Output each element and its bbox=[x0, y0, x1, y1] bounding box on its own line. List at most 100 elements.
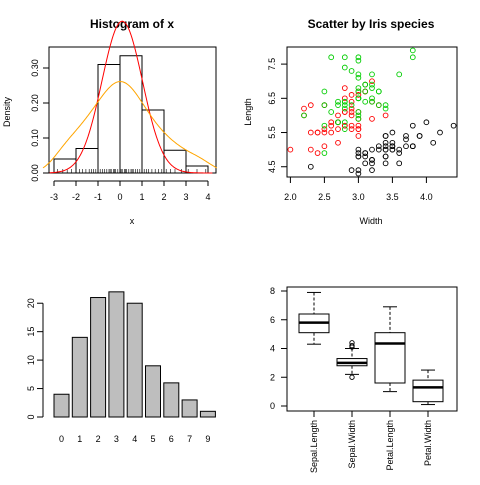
scatter-point bbox=[382, 146, 389, 153]
barplot-x-tick-label: 9 bbox=[205, 434, 210, 444]
scatter-point bbox=[355, 109, 362, 115]
boxplot-y-tick-label: 0 bbox=[270, 401, 275, 411]
scatter-point bbox=[355, 133, 362, 139]
scatter-point bbox=[355, 74, 362, 81]
scatter-point bbox=[314, 150, 321, 156]
scatter-point bbox=[369, 95, 375, 102]
scatter-point bbox=[375, 102, 382, 109]
scatter-y-tick-label: 7.5 bbox=[267, 58, 277, 71]
scatter-point bbox=[382, 143, 389, 150]
barplot-y-tick-label: 5 bbox=[26, 386, 36, 391]
scatter-point bbox=[369, 81, 375, 88]
barplot-bar bbox=[108, 291, 125, 418]
scatter-point bbox=[396, 71, 403, 78]
boxplot-y-tick-label: 6 bbox=[270, 315, 275, 325]
scatter-point bbox=[328, 129, 335, 136]
barplot-y-tick-label: 20 bbox=[26, 298, 36, 308]
scatter-point bbox=[369, 167, 375, 174]
histogram-x-tick-label: -1 bbox=[94, 192, 102, 202]
histogram-normal-curve bbox=[49, 20, 213, 174]
scatter-point bbox=[362, 153, 369, 160]
histogram-x-tick-label: 1 bbox=[139, 192, 144, 202]
scatter-point bbox=[396, 146, 403, 153]
boxplot-outlier bbox=[349, 374, 355, 380]
histogram-x-tick-label: 4 bbox=[205, 192, 210, 202]
scatter-y-tick-label: 6.5 bbox=[267, 92, 277, 105]
scatter-point bbox=[328, 119, 335, 126]
histogram-x-tick-label: -3 bbox=[50, 192, 58, 202]
histogram-y-tick-label: 0.10 bbox=[30, 129, 40, 147]
scatter-point bbox=[301, 105, 307, 112]
barplot-x-tick-label: 1 bbox=[77, 434, 82, 444]
barplot-bar bbox=[181, 399, 198, 418]
boxplot-outlier bbox=[349, 340, 355, 346]
scatter-point bbox=[348, 98, 355, 105]
scatter-point bbox=[382, 105, 389, 112]
histogram-x-tick-label: -2 bbox=[72, 192, 80, 202]
histogram-x-tick-label: 3 bbox=[183, 192, 188, 202]
scatter-point bbox=[328, 109, 335, 115]
scatter-point bbox=[369, 160, 375, 167]
scatter-point bbox=[450, 122, 457, 129]
scatter-point bbox=[341, 98, 348, 105]
boxplot-x-tick-label: Petal.Length bbox=[385, 420, 395, 471]
boxplot-box bbox=[374, 332, 406, 384]
barplot-bar bbox=[199, 410, 216, 418]
scatter-point bbox=[321, 143, 328, 150]
scatter-point bbox=[355, 95, 362, 102]
scatter-point bbox=[321, 129, 328, 136]
scatter-point bbox=[348, 92, 355, 98]
scatter-point bbox=[287, 146, 294, 153]
scatter-point bbox=[321, 102, 328, 109]
scatter-point bbox=[321, 150, 328, 156]
scatter-point bbox=[355, 126, 362, 132]
barplot-y-tick-label: 15 bbox=[26, 327, 36, 337]
scatter-point bbox=[375, 146, 382, 153]
scatter-plot-frame bbox=[286, 46, 458, 178]
histogram-x-tick-label: 0 bbox=[117, 192, 122, 202]
scatter-point bbox=[341, 109, 348, 115]
scatter-point bbox=[369, 71, 375, 78]
scatter-x-tick-label: 3.5 bbox=[386, 192, 399, 202]
boxplot-x-tick-label: Sepal.Width bbox=[347, 420, 357, 469]
scatter-point bbox=[341, 126, 348, 132]
scatter-point bbox=[335, 102, 341, 109]
scatter-point bbox=[307, 129, 314, 136]
scatter-title: Scatter by Iris species bbox=[308, 17, 435, 31]
barplot-panel: 0 1 2 3 4 5 6 7 9 0 5 10 15 20 bbox=[26, 291, 216, 444]
barplot-x-tick-label: 7 bbox=[187, 434, 192, 444]
scatter-point bbox=[321, 122, 328, 129]
scatter-point bbox=[389, 139, 396, 146]
scatter-point bbox=[301, 112, 307, 119]
scatter-point bbox=[403, 143, 409, 150]
scatter-point bbox=[382, 153, 389, 160]
barplot-x-tick-label: 5 bbox=[150, 434, 155, 444]
scatter-point bbox=[382, 139, 389, 146]
barplot-bar bbox=[145, 365, 161, 418]
scatter-point bbox=[355, 85, 362, 91]
scatter-point bbox=[335, 119, 341, 126]
scatter-point bbox=[362, 98, 369, 105]
boxplot-box bbox=[412, 379, 444, 403]
scatter-point bbox=[321, 126, 328, 132]
scatter-point bbox=[355, 92, 362, 98]
scatter-point bbox=[355, 150, 362, 156]
scatter-x-tick-label: 4.0 bbox=[420, 192, 433, 202]
histogram-density-curve bbox=[42, 80, 218, 169]
scatter-point bbox=[369, 146, 375, 153]
barplot-bar bbox=[53, 393, 70, 418]
scatter-point bbox=[409, 122, 416, 129]
scatter-point bbox=[369, 78, 375, 85]
scatter-point bbox=[348, 112, 355, 119]
scatter-point bbox=[409, 143, 416, 150]
scatter-point bbox=[389, 129, 396, 136]
scatter-point bbox=[355, 54, 362, 61]
scatter-point bbox=[348, 68, 355, 74]
histogram-plot-frame bbox=[48, 46, 217, 174]
barplot-bar bbox=[90, 297, 107, 418]
scatter-point bbox=[375, 143, 382, 150]
barplot-bar bbox=[126, 302, 143, 418]
histogram-x-axis-label: x bbox=[130, 216, 135, 226]
scatter-point bbox=[382, 160, 389, 167]
